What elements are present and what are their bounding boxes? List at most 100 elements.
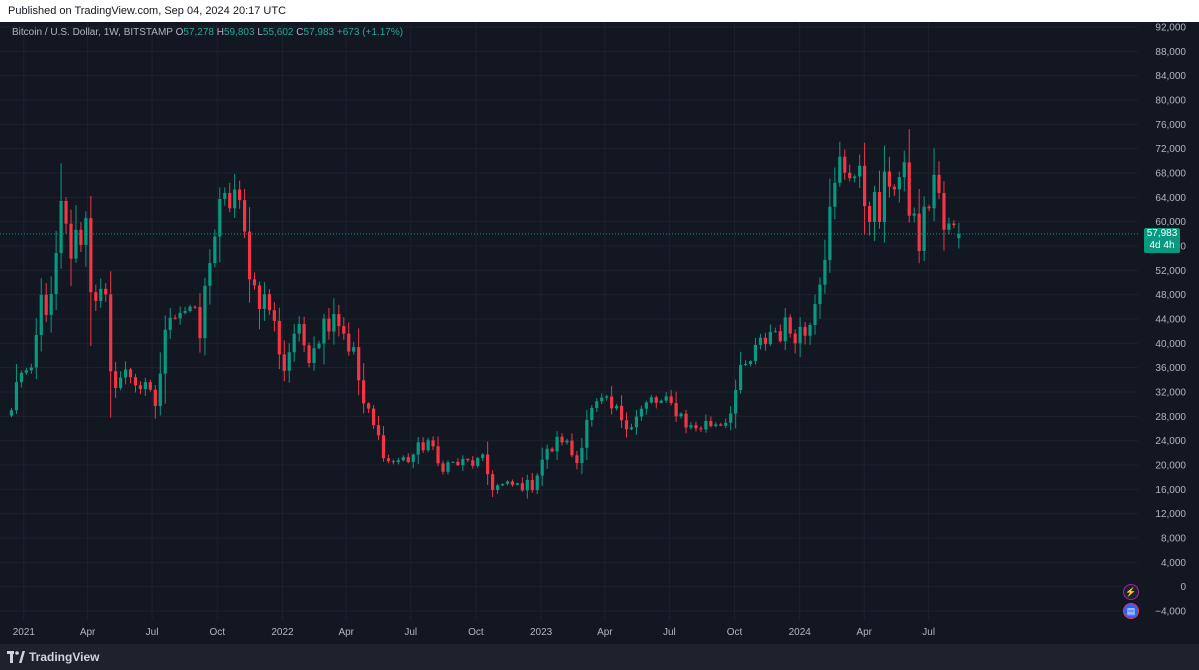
us-flag-icon[interactable]: ▤ — [1123, 603, 1139, 619]
candle-body — [376, 425, 381, 436]
candle-body — [560, 436, 564, 443]
candlestick-chart[interactable]: −4,000 0 4,000 8,000 12,000 16,000 20,000 24,00… — [0, 22, 1199, 644]
candle-body — [694, 425, 698, 429]
candle-body — [466, 458, 470, 461]
price-tick-label: 16,000 — [1155, 485, 1186, 496]
candle-body — [942, 192, 946, 230]
candle-body — [436, 446, 440, 464]
lightning-icon[interactable]: ⚡ — [1123, 584, 1139, 600]
candle-body — [119, 377, 123, 389]
time-tick-label: Apr — [80, 627, 96, 638]
candle-body — [853, 176, 857, 179]
price-tick-label: −4,000 — [1155, 607, 1186, 618]
chart-grid — [0, 22, 1138, 620]
candle-body — [540, 459, 544, 476]
time-tick-label: Jul — [922, 627, 935, 638]
candle-body — [872, 192, 877, 223]
candle-body — [719, 424, 723, 426]
price-tick-label: 80,000 — [1155, 96, 1186, 107]
candle-body — [49, 293, 53, 315]
candle-body — [148, 382, 152, 390]
candle-body — [664, 396, 668, 401]
candle-body — [44, 294, 48, 315]
time-tick-label: Apr — [338, 627, 354, 638]
candle-body — [634, 416, 639, 428]
candle-body — [704, 420, 708, 430]
candle-body — [823, 259, 827, 285]
price-tick-label: 12,000 — [1155, 509, 1186, 520]
candle-body — [709, 420, 713, 427]
price-tick-label: 64,000 — [1155, 193, 1186, 204]
candle-body — [952, 223, 956, 226]
candle-body — [917, 213, 921, 251]
candle-body — [426, 440, 430, 451]
candle-body — [362, 380, 366, 404]
candle-body — [158, 373, 162, 406]
tradingview-logo-icon — [7, 651, 25, 663]
candle-body — [639, 408, 643, 417]
candle-body — [218, 198, 222, 237]
candle-body — [892, 186, 896, 190]
candle-body — [74, 229, 78, 259]
time-tick-label: Jul — [404, 627, 417, 638]
candle-body — [322, 318, 326, 344]
candle-body — [441, 463, 445, 472]
candle-body — [957, 233, 961, 239]
candle-body — [773, 331, 777, 333]
candle-body — [347, 333, 351, 352]
candle-body — [520, 483, 524, 491]
candle-body — [778, 331, 782, 342]
candle-body — [654, 397, 658, 403]
candle-body — [104, 288, 108, 295]
price-tick-label: 72,000 — [1155, 144, 1186, 155]
time-tick-label: Oct — [468, 627, 484, 638]
candle-body — [173, 317, 177, 319]
candle-body — [495, 485, 500, 491]
candle-body — [342, 326, 346, 334]
price-tick-label: 28,000 — [1155, 412, 1186, 423]
price-tick-label: 24,000 — [1155, 436, 1186, 447]
price-tick-label: 0 — [1180, 582, 1186, 593]
candle-body — [803, 326, 807, 336]
time-tick-label: 2022 — [271, 627, 294, 638]
high-label: H — [216, 27, 224, 38]
price-tick-label: 76,000 — [1155, 120, 1186, 131]
candle-body — [123, 369, 128, 378]
candle-body — [788, 317, 792, 334]
candle-body — [332, 314, 336, 332]
candle-body — [724, 422, 728, 426]
candle-body — [515, 483, 519, 485]
candle-body — [143, 382, 147, 390]
candle-body — [79, 229, 83, 245]
candle-body — [813, 304, 817, 326]
candle-body — [907, 162, 911, 216]
candle-body — [59, 200, 63, 254]
candle-body — [277, 320, 281, 355]
candle-body — [371, 408, 376, 426]
candle-body — [128, 369, 133, 378]
price-tick-label: 92,000 — [1155, 23, 1186, 34]
price-tick-label: 84,000 — [1155, 71, 1186, 82]
last-price-tag: 57,983 4d 4h — [1144, 228, 1180, 253]
price-tick-label: 8,000 — [1161, 534, 1186, 545]
price-tick-label: 44,000 — [1155, 315, 1186, 326]
candle-body — [178, 312, 182, 319]
candle-body — [109, 294, 113, 372]
candle-body — [357, 347, 361, 381]
price-axis[interactable]: −4,000 0 4,000 8,000 12,000 16,000 20,000 24,00… — [1155, 23, 1186, 618]
candle-body — [649, 397, 653, 403]
time-tick-label: 2024 — [789, 627, 812, 638]
candle-body — [699, 428, 703, 430]
time-axis[interactable]: 2021 Apr Jul Oct 2022 Apr Jul Oct 2023 Apr Jul Oct 2… — [13, 627, 935, 638]
candle-body — [84, 218, 88, 245]
candle-body — [188, 306, 192, 311]
candle-body — [659, 400, 663, 403]
price-tick-label: 88,000 — [1155, 47, 1186, 58]
candle-body — [416, 442, 420, 455]
candle-body — [247, 231, 252, 280]
candle-body — [580, 447, 584, 464]
tradingview-brand[interactable]: TradingView — [7, 650, 99, 664]
candle-body — [619, 405, 624, 421]
candle-body — [863, 165, 867, 207]
low-label: L — [257, 27, 263, 38]
